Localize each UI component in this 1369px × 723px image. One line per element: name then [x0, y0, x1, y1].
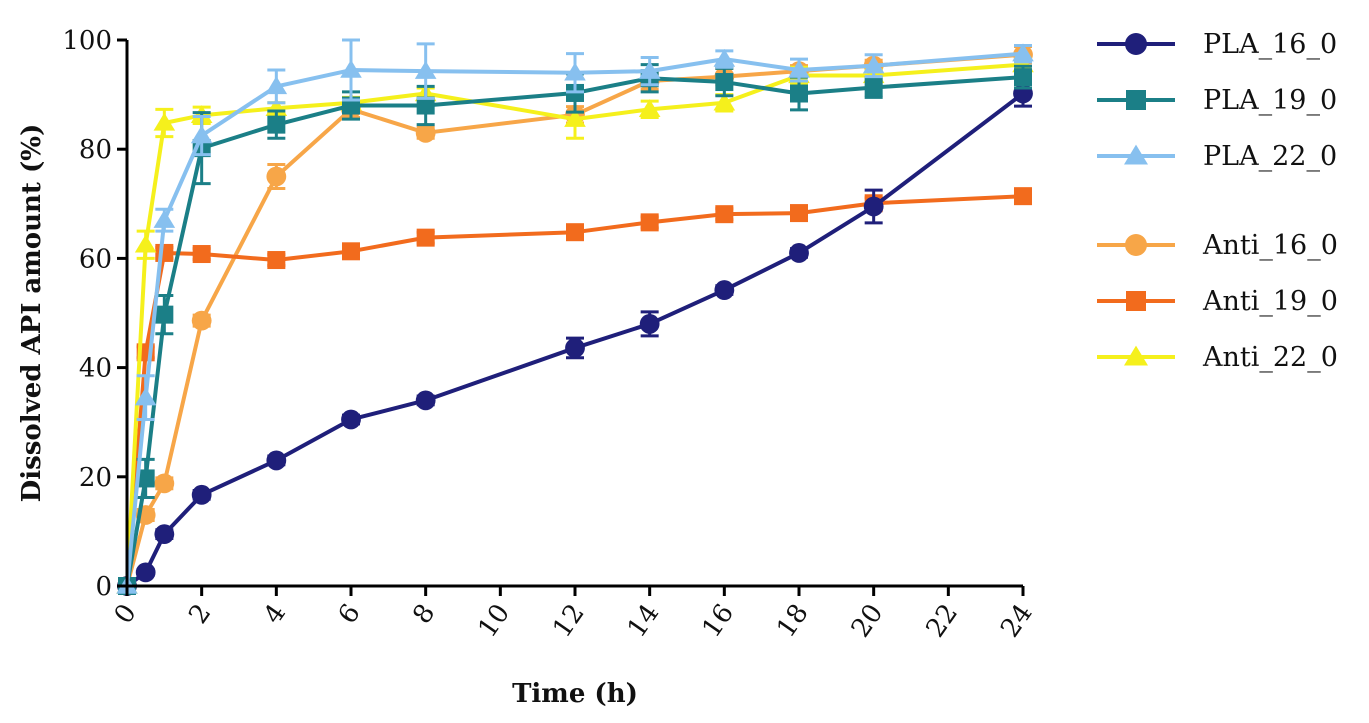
- data-point: [789, 243, 809, 263]
- data-point: [153, 209, 176, 228]
- data-point: [416, 96, 435, 115]
- y-tick-label: 0: [95, 572, 112, 602]
- data-point: [564, 62, 586, 81]
- legend-label: Anti_19_0: [1202, 286, 1338, 317]
- legend-marker: [1124, 144, 1148, 165]
- legend-label: PLA_22_0: [1203, 141, 1337, 172]
- data-point: [190, 125, 213, 144]
- legend-marker: [1125, 234, 1147, 256]
- legend-label: PLA_16_0: [1203, 29, 1337, 60]
- x-tick-label: 12: [547, 599, 591, 643]
- data-point: [713, 92, 736, 111]
- legend-item-PLA_22_0: PLA_22_0: [1097, 141, 1337, 172]
- data-point: [640, 213, 659, 232]
- y-tick-label: 100: [62, 26, 112, 56]
- y-tick-label: 40: [79, 354, 112, 384]
- data-point: [1014, 68, 1032, 87]
- legend-label: Anti_16_0: [1202, 230, 1338, 261]
- data-point: [788, 59, 810, 78]
- data-point: [153, 112, 176, 131]
- y-tick-label: 80: [79, 135, 112, 165]
- series-PLA_19_0: [118, 63, 1032, 595]
- x-tick-label: 10: [473, 599, 517, 643]
- x-tick-label: 2: [183, 599, 217, 630]
- x-tick-label: 20: [846, 599, 890, 643]
- data-point: [715, 73, 734, 92]
- series-PLA_16_0: [117, 79, 1033, 596]
- data-point: [266, 450, 287, 471]
- data-point: [341, 409, 361, 430]
- data-point: [639, 314, 660, 334]
- data-point: [154, 524, 175, 545]
- data-point: [564, 108, 586, 127]
- data-point: [267, 115, 286, 134]
- data-point: [638, 99, 661, 118]
- data-point: [416, 228, 435, 247]
- data-point: [134, 234, 157, 253]
- legend-marker: [1124, 345, 1148, 366]
- legend-marker: [1126, 291, 1146, 311]
- data-point: [267, 251, 286, 270]
- y-tick-label: 20: [79, 463, 112, 493]
- data-point: [862, 55, 885, 74]
- series-line: [125, 62, 1024, 587]
- data-point: [864, 78, 883, 97]
- data-point: [714, 280, 735, 300]
- series-PLA_22_0: [116, 38, 1034, 594]
- legend-item-Anti_22_0: Anti_22_0: [1097, 342, 1338, 373]
- data-point: [191, 484, 212, 505]
- legend-label: PLA_19_0: [1203, 85, 1337, 116]
- data-point: [638, 60, 661, 79]
- data-point: [192, 245, 211, 264]
- data-point: [790, 84, 808, 103]
- legend-item-PLA_19_0: PLA_19_0: [1097, 85, 1337, 116]
- y-tick-label: 60: [79, 244, 112, 274]
- data-point: [415, 390, 436, 411]
- data-point: [715, 205, 734, 224]
- x-tick-label: 0: [109, 599, 143, 630]
- data-point: [266, 166, 287, 187]
- data-point: [342, 242, 360, 261]
- series-Anti_19_0: [118, 187, 1032, 595]
- data-point: [136, 469, 155, 488]
- data-point: [155, 305, 174, 324]
- legend-item-Anti_16_0: Anti_16_0: [1097, 230, 1338, 261]
- data-point: [1014, 187, 1032, 206]
- legend-label: Anti_22_0: [1202, 342, 1338, 373]
- data-point: [566, 223, 584, 242]
- x-tick-label: 14: [622, 599, 666, 643]
- data-point: [713, 48, 736, 67]
- data-point: [1012, 43, 1034, 62]
- data-point: [191, 310, 212, 331]
- data-point: [414, 60, 437, 79]
- legend-item-Anti_19_0: Anti_19_0: [1097, 286, 1338, 317]
- data-point: [265, 76, 288, 95]
- x-tick-label: 24: [995, 599, 1039, 643]
- legend-item-PLA_16_0: PLA_16_0: [1097, 29, 1337, 60]
- series-Anti_22_0: [116, 54, 1034, 594]
- x-tick-label: 22: [921, 599, 965, 643]
- y-axis-title: Dissolved API amount (%): [17, 124, 47, 503]
- x-tick-label: 16: [697, 599, 741, 643]
- data-point: [863, 196, 884, 217]
- x-tick-label: 4: [258, 599, 292, 630]
- data-point: [340, 59, 362, 78]
- x-tick-label: 8: [407, 599, 441, 630]
- legend: PLA_16_0 PLA_19_0 PLA_22_0 Anti_16_0 Anti_19…: [1097, 29, 1338, 373]
- data-point: [155, 243, 174, 262]
- data-point: [154, 473, 175, 494]
- data-point: [790, 204, 808, 223]
- data-point: [135, 562, 156, 583]
- x-tick-label: 6: [333, 599, 367, 630]
- legend-marker: [1126, 90, 1146, 110]
- data-point: [415, 122, 436, 143]
- series-line: [125, 75, 1024, 587]
- series-line: [125, 194, 1024, 587]
- legend-marker: [1125, 33, 1147, 55]
- x-axis-title: Time (h): [512, 679, 638, 709]
- x-tick-label: 18: [771, 599, 815, 643]
- data-point: [565, 338, 585, 358]
- data-point: [134, 387, 157, 406]
